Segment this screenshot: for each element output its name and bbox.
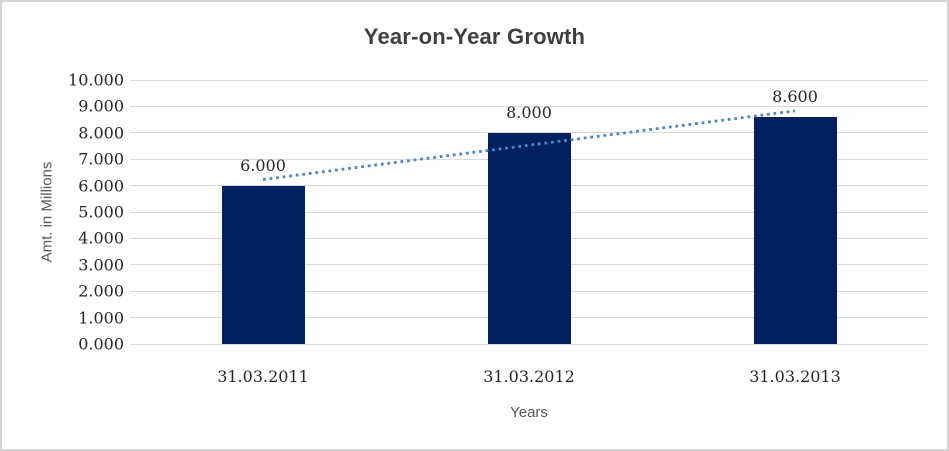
- y-tick-label: 4.000: [78, 228, 124, 248]
- gridline: [130, 343, 928, 345]
- x-tick-label: 31.03.2013: [749, 367, 841, 386]
- chart-title: Year-on-Year Growth: [363, 24, 586, 49]
- y-tick-label: 0.000: [78, 334, 124, 354]
- y-tick-label: 8.000: [78, 123, 124, 143]
- y-tick-label: 10.000: [68, 70, 124, 90]
- y-tick-label: 6.000: [78, 176, 124, 196]
- x-tick-label: 31.03.2012: [483, 367, 575, 386]
- data-label: 6.000: [240, 155, 286, 175]
- bar: [487, 132, 571, 344]
- y-tick-label: 2.000: [78, 281, 124, 301]
- trendline: [262, 109, 796, 181]
- plot-area: 6.000 8.000 8.600: [130, 79, 928, 345]
- data-label: 8.000: [506, 102, 552, 122]
- x-axis-ticks: 31.03.2011 31.03.2012 31.03.2013: [130, 367, 928, 387]
- y-tick-label: 7.000: [78, 149, 124, 169]
- y-tick-label: 3.000: [78, 255, 124, 275]
- gridline: [130, 105, 928, 107]
- y-tick-label: 5.000: [78, 202, 124, 222]
- y-axis-ticks: 0.000 1.000 2.000 3.000 4.000 5.000 6.000 7.000…: [2, 71, 124, 354]
- bar: [221, 185, 305, 344]
- x-axis-title: Years: [510, 404, 548, 421]
- bar: [753, 116, 837, 344]
- y-tick-label: 9.000: [78, 96, 124, 116]
- x-tick-label: 31.03.2011: [217, 367, 309, 386]
- y-tick-label: 1.000: [78, 308, 124, 328]
- data-label: 8.600: [772, 86, 818, 106]
- gridline: [130, 79, 928, 81]
